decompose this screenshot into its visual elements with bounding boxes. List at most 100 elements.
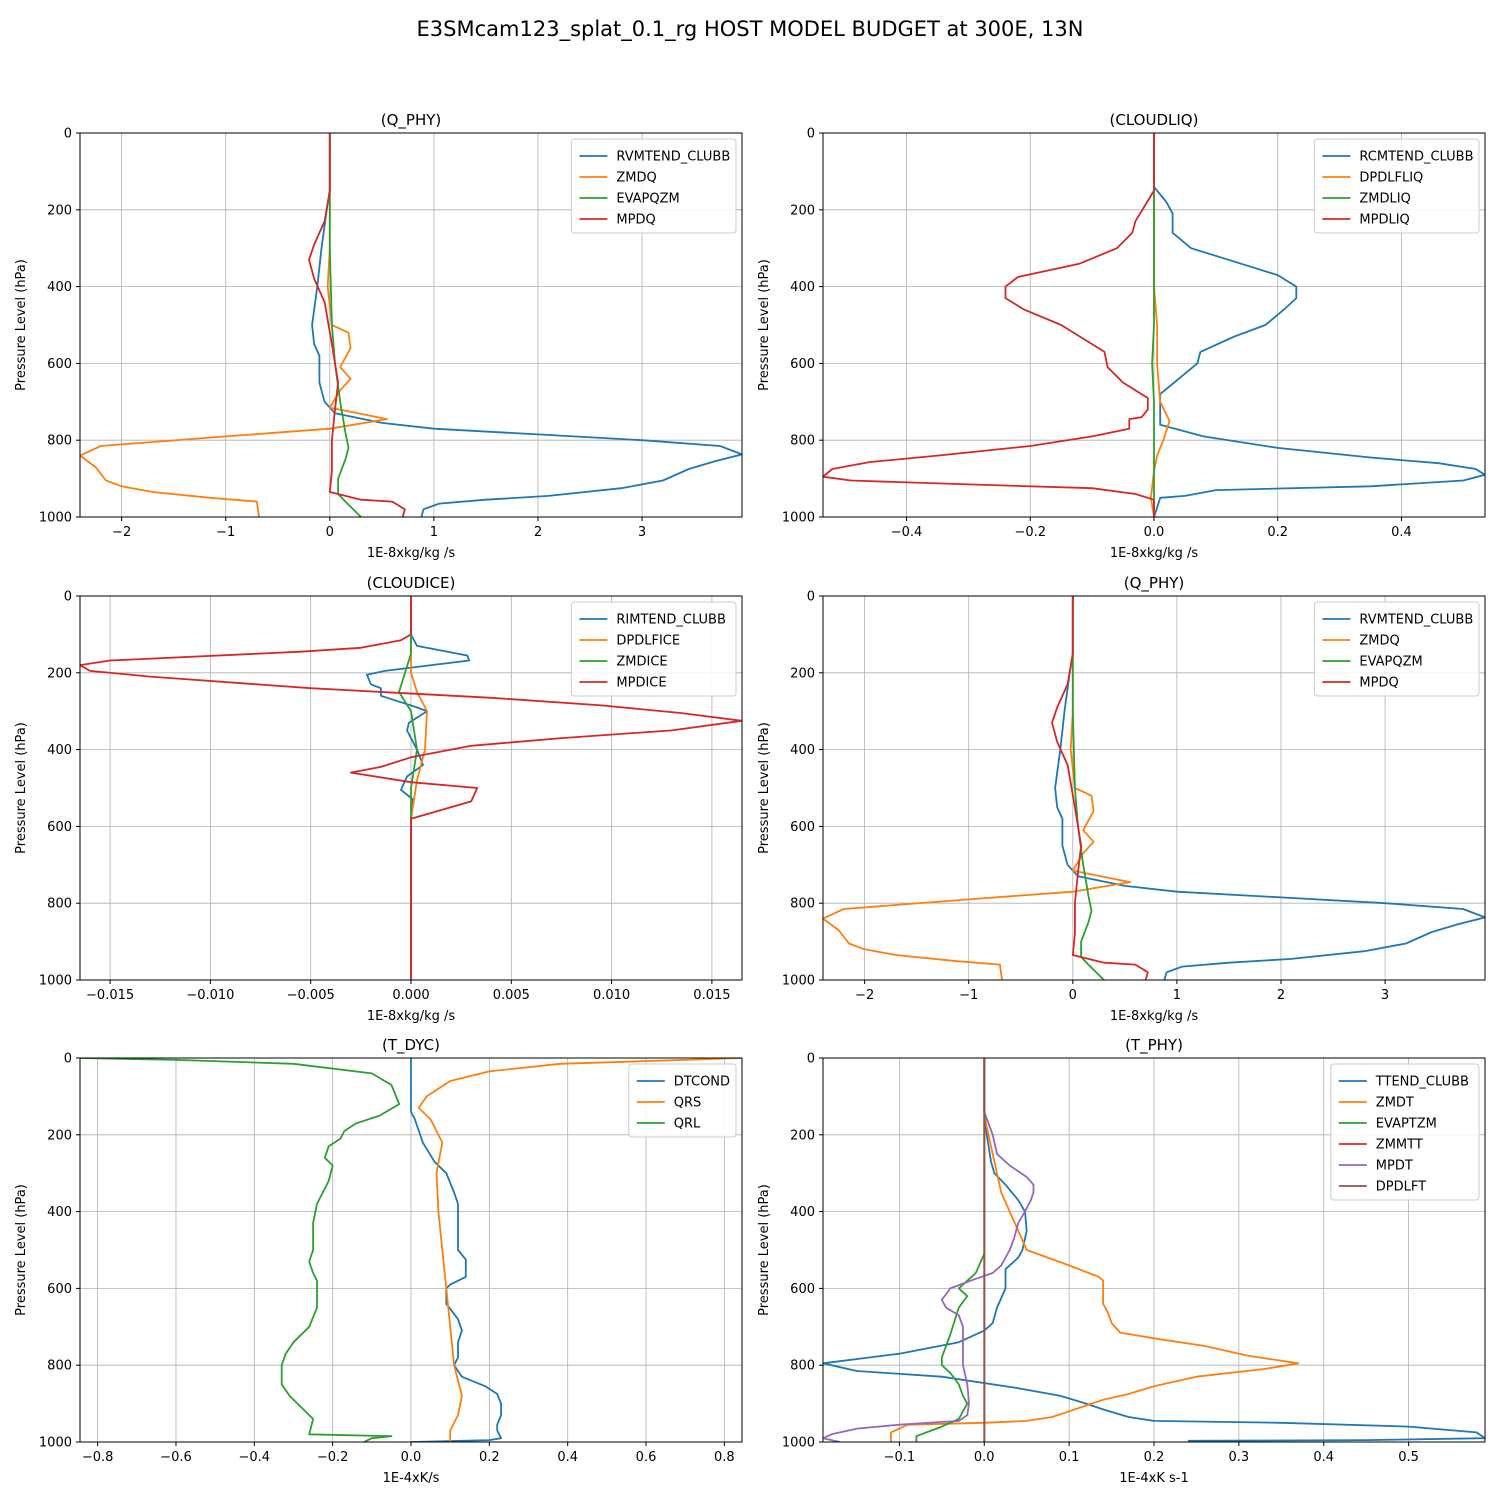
series-line-dtcond bbox=[410, 1058, 502, 1442]
legend: RCMTEND_CLUBB DPDLFLIQ ZMDLIQ MPDLIQ bbox=[1313, 138, 1480, 234]
y-tick-label: 0 bbox=[64, 127, 72, 142]
legend-entry: TTEND_CLUBB bbox=[1375, 1075, 1469, 1090]
y-axis-label: Pressure Level (hPa) bbox=[757, 259, 772, 391]
legend-entry: MPDICE bbox=[616, 676, 666, 691]
y-axis-label: Pressure Level (hPa) bbox=[14, 1184, 29, 1316]
y-tick-label: 0 bbox=[807, 590, 815, 605]
x-tick-label: −1 bbox=[216, 525, 235, 540]
series-line-evapqzm bbox=[1071, 596, 1105, 980]
x-tick-label: 0.0 bbox=[1144, 525, 1165, 540]
series-line-zmdt bbox=[890, 1058, 1300, 1442]
chart-title: (Q_PHY) bbox=[381, 111, 442, 130]
legend-entry: DPDLFT bbox=[1376, 1180, 1426, 1195]
x-tick-label: 0.8 bbox=[714, 1450, 735, 1465]
y-tick-label: 1000 bbox=[39, 511, 72, 526]
legend-entry: ZMDQ bbox=[1359, 634, 1399, 649]
plot-frame bbox=[79, 132, 743, 518]
y-tick-label: 0 bbox=[807, 1052, 815, 1067]
x-tick-label: 0.015 bbox=[693, 988, 730, 1003]
legend-entry: QRL bbox=[674, 1117, 701, 1132]
y-tick-label: 1000 bbox=[782, 974, 815, 989]
legend-entry: DPDLFLIQ bbox=[1359, 171, 1423, 186]
x-tick-label: 0.2 bbox=[1267, 525, 1288, 540]
x-tick-label: −0.2 bbox=[1014, 525, 1046, 540]
legend: RVMTEND_CLUBB ZMDQ EVAPQZM MPDQ bbox=[1313, 601, 1480, 697]
legend-entry: RVMTEND_CLUBB bbox=[616, 150, 730, 165]
x-tick-label: −2 bbox=[855, 988, 874, 1003]
x-tick-label: −0.1 bbox=[884, 1450, 916, 1465]
x-tick-label: 0.010 bbox=[593, 988, 630, 1003]
series-lines bbox=[823, 596, 1485, 980]
series-line-mpdq bbox=[308, 133, 406, 517]
x-tick-label: 0.2 bbox=[1144, 1450, 1165, 1465]
legend: TTEND_CLUBB ZMDT EVAPTZM ZMMTT MPDT DPDLFT bbox=[1330, 1063, 1480, 1201]
series-line-rimtend_clubb bbox=[366, 596, 471, 980]
x-tick-label: 0.005 bbox=[493, 988, 530, 1003]
y-axis-label: Pressure Level (hPa) bbox=[757, 1184, 772, 1316]
series-line-qrs bbox=[417, 1058, 742, 1442]
y-tick-label: 600 bbox=[47, 820, 72, 835]
legend-entry: MPDT bbox=[1376, 1159, 1413, 1174]
legend-box bbox=[628, 1063, 737, 1138]
series-line-mpdliq bbox=[823, 133, 1155, 517]
legend-entry: ZMDICE bbox=[616, 655, 667, 670]
legend-box bbox=[570, 138, 737, 234]
series-line-mpdice bbox=[80, 596, 742, 980]
y-tick-label: 800 bbox=[47, 1359, 72, 1374]
y-tick-label: 800 bbox=[47, 434, 72, 449]
chart-panel-4: −2 −1 0 1 2 3 0 200 400 600 800 1000 (Q_PHY) 1E-8xkg/… bbox=[757, 574, 1486, 1024]
chart-title: (CLOUDICE) bbox=[367, 574, 456, 592]
panels: −2 −1 0 1 2 302004006008001000(Q_PHY)1E-8xkg/… bbox=[14, 111, 1486, 1486]
y-tick-label: 800 bbox=[790, 434, 815, 449]
legend: RVMTEND_CLUBB ZMDQ EVAPQZM MPDQ bbox=[570, 138, 737, 234]
legend-entry: ZMDLIQ bbox=[1359, 192, 1410, 207]
x-tick-label: 3 bbox=[1381, 988, 1389, 1003]
y-tick-label: 600 bbox=[790, 357, 815, 372]
x-tick-label: 0.0 bbox=[974, 1450, 995, 1465]
series-line-rvmtend_clubb bbox=[311, 133, 742, 517]
x-tick-label: −0.8 bbox=[82, 1450, 114, 1465]
x-tick-label: 3 bbox=[638, 525, 646, 540]
x-tick-label: −0.2 bbox=[317, 1450, 349, 1465]
series-lines bbox=[80, 133, 742, 517]
legend: DTCOND QRS QRL bbox=[628, 1063, 737, 1138]
legend-entry: MPDQ bbox=[616, 213, 655, 228]
chart-panel-3: −0.015 −0.010 −0.005 0.000 0.005 0.010 0.015 0 2… bbox=[14, 574, 743, 1024]
series-line-dpdlfice bbox=[410, 596, 428, 980]
chart-title: (T_DYC) bbox=[382, 1036, 440, 1055]
legend-entry: EVAPQZM bbox=[1359, 655, 1422, 670]
series-line-rvmtend_clubb bbox=[1054, 596, 1485, 980]
series-lines bbox=[80, 1058, 742, 1442]
y-tick-label: 400 bbox=[47, 280, 72, 295]
y-axis-label: Pressure Level (hPa) bbox=[757, 722, 772, 854]
x-axis-label: 1E-8xkg/kg /s bbox=[367, 546, 456, 561]
y-tick-label: 600 bbox=[790, 1282, 815, 1297]
x-axis-label: 1E-8xkg/kg /s bbox=[367, 1009, 456, 1024]
series-line-ttend_clubb bbox=[823, 1058, 1485, 1442]
x-axis-label: 1E-4xK/s bbox=[383, 1471, 440, 1486]
x-tick-label: 0.3 bbox=[1229, 1450, 1250, 1465]
legend-box bbox=[1313, 138, 1480, 234]
legend-entry: QRS bbox=[674, 1096, 702, 1111]
y-tick-label: 400 bbox=[47, 743, 72, 758]
legend-entry: MPDLIQ bbox=[1359, 213, 1409, 228]
x-tick-label: −0.015 bbox=[86, 988, 134, 1003]
plot-frame bbox=[822, 595, 1486, 981]
x-axis-label: 1E-4xK s-1 bbox=[1119, 1471, 1189, 1486]
y-tick-label: 200 bbox=[47, 203, 72, 218]
series-line-dpdlfliq bbox=[1150, 133, 1171, 517]
y-tick-label: 0 bbox=[64, 590, 72, 605]
series-line-zmdq bbox=[80, 133, 388, 517]
legend-box bbox=[1330, 1063, 1480, 1201]
y-tick-label: 0 bbox=[64, 1052, 72, 1067]
y-tick-label: 600 bbox=[790, 820, 815, 835]
series-line-rcmtend_clubb bbox=[1153, 133, 1485, 517]
y-tick-label: 1000 bbox=[782, 511, 815, 526]
legend-entry: EVAPTZM bbox=[1376, 1117, 1437, 1132]
x-tick-label: 0 bbox=[1069, 988, 1077, 1003]
legend-entry: EVAPQZM bbox=[616, 192, 679, 207]
legend-entry: DPDLFICE bbox=[616, 634, 680, 649]
x-tick-label: 0.0 bbox=[401, 1450, 422, 1465]
series-line-zmdq bbox=[823, 596, 1131, 980]
y-tick-label: 0 bbox=[807, 127, 815, 142]
